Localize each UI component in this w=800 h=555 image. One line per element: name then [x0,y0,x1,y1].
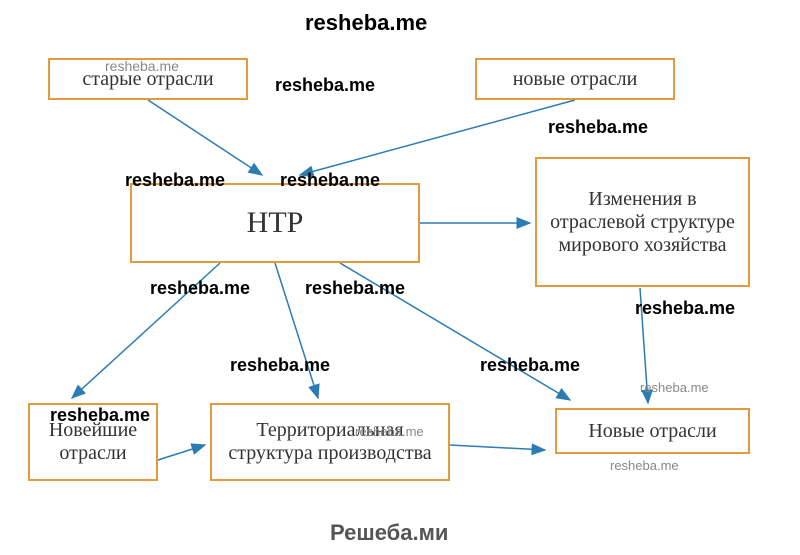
node-label: НТР [247,206,304,240]
edge [300,100,575,175]
node-label: новые отрасли [513,68,638,91]
watermark-text: resheba.me [230,355,330,376]
node-label: Новые отрасли [588,420,716,443]
node-ntr: НТР [130,183,420,263]
watermark-text: resheba.me [50,405,150,426]
watermark-text: resheba.me [548,117,648,138]
watermark-text: resheba.me [480,355,580,376]
watermark-text: resheba.me [640,380,709,395]
node-label: Изменения в отраслевой структуре мировог… [545,188,740,257]
watermark-text: resheba.me [280,170,380,191]
watermark-text: resheba.me [305,278,405,299]
node-territorial: Территориальная структура производства [210,403,450,481]
watermark-text: resheba.me [125,170,225,191]
edge [148,100,262,175]
watermark-text: resheba.me [305,10,427,36]
node-changes: Изменения в отраслевой структуре мировог… [535,157,750,287]
watermark-text: resheba.me [635,298,735,319]
footer-text: Решеба.ми [330,520,448,546]
edge [450,445,545,450]
node-new-branches-bottom: Новые отрасли [555,408,750,454]
edge [158,445,205,460]
watermark-text: resheba.me [105,58,179,74]
node-new-branches: новые отрасли [475,58,675,100]
watermark-text: resheba.me [150,278,250,299]
watermark-text: resheba.me [275,75,375,96]
watermark-text: resheba.me [355,424,424,439]
footer-label: Решеба.ми [330,520,448,545]
watermark-text: resheba.me [610,458,679,473]
